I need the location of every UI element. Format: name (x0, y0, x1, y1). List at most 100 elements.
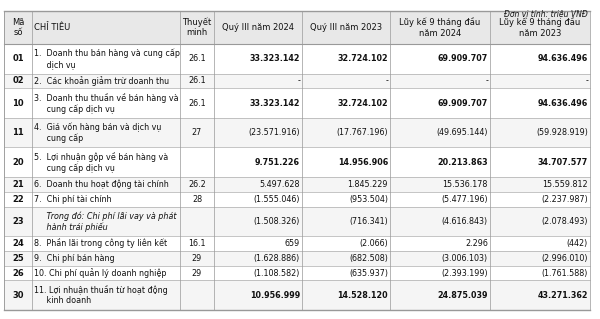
Text: (2.237.987): (2.237.987) (541, 195, 588, 204)
Text: 94.636.496: 94.636.496 (538, 99, 588, 108)
Text: 2.296: 2.296 (465, 239, 488, 248)
Bar (4, 74, 590, 88)
Text: (1.761.588): (1.761.588) (542, 269, 588, 278)
Bar (4, 11, 590, 44)
Text: 26.1: 26.1 (188, 54, 206, 63)
Text: (635.937): (635.937) (349, 269, 388, 278)
Text: 29: 29 (192, 254, 202, 263)
Text: (2.066): (2.066) (359, 239, 388, 248)
Text: 30: 30 (12, 291, 24, 300)
Text: 43.271.362: 43.271.362 (538, 291, 588, 300)
Text: 94.636.496: 94.636.496 (538, 54, 588, 63)
Text: Quý III năm 2024: Quý III năm 2024 (222, 23, 294, 32)
Text: (1.508.326): (1.508.326) (254, 217, 300, 226)
Bar (4, 280, 590, 310)
Text: 14.956.906: 14.956.906 (338, 158, 388, 167)
Text: Thuyết
minh: Thuyết minh (182, 18, 212, 37)
Text: (59.928.919): (59.928.919) (536, 128, 588, 137)
Text: -: - (485, 77, 488, 85)
Text: 32.724.102: 32.724.102 (337, 99, 388, 108)
Text: 27: 27 (192, 128, 202, 137)
Text: (2.393.199): (2.393.199) (442, 269, 488, 278)
Text: Quý III năm 2023: Quý III năm 2023 (310, 23, 382, 32)
Text: 7.  Chi phí tài chính: 7. Chi phí tài chính (34, 195, 112, 204)
Text: (4.616.843): (4.616.843) (442, 217, 488, 226)
Text: (682.508): (682.508) (349, 254, 388, 263)
Text: 11. Lợi nhuận thuần từ hoạt động
     kinh doanh: 11. Lợi nhuận thuần từ hoạt động kinh do… (34, 285, 168, 305)
Text: 15.536.178: 15.536.178 (443, 180, 488, 189)
Text: (1.628.886): (1.628.886) (254, 254, 300, 263)
Bar (4, 251, 590, 266)
Text: 20.213.863: 20.213.863 (437, 158, 488, 167)
Text: 5.497.628: 5.497.628 (260, 180, 300, 189)
Text: 11: 11 (12, 128, 24, 137)
Text: (442): (442) (567, 239, 588, 248)
Bar (4, 236, 590, 251)
Text: 23: 23 (12, 217, 24, 226)
Text: (5.477.196): (5.477.196) (442, 195, 488, 204)
Text: 24.875.039: 24.875.039 (437, 291, 488, 300)
Text: 16.1: 16.1 (188, 239, 206, 248)
Text: 29: 29 (192, 269, 202, 278)
Text: 8.  Phần lãi trong công ty liên kết: 8. Phần lãi trong công ty liên kết (34, 239, 167, 249)
Bar (4, 266, 590, 280)
Text: -: - (297, 77, 300, 85)
Text: 32.724.102: 32.724.102 (337, 54, 388, 63)
Text: (1.555.046): (1.555.046) (254, 195, 300, 204)
Text: 26.2: 26.2 (188, 180, 206, 189)
Text: 9.  Chi phí bán hàng: 9. Chi phí bán hàng (34, 254, 115, 263)
Text: (49.695.144): (49.695.144) (437, 128, 488, 137)
Bar (4, 44, 590, 74)
Text: 22: 22 (12, 195, 24, 204)
Text: 21: 21 (12, 180, 24, 189)
Text: 28: 28 (192, 195, 202, 204)
Text: 20: 20 (12, 158, 24, 167)
Text: (3.006.103): (3.006.103) (442, 254, 488, 263)
Text: Lũy kế 9 tháng đầu
năm 2023: Lũy kế 9 tháng đầu năm 2023 (499, 17, 581, 38)
Text: 14.528.120: 14.528.120 (337, 291, 388, 300)
Text: 33.323.142: 33.323.142 (250, 99, 300, 108)
Bar (4, 147, 590, 177)
Bar (4, 192, 590, 207)
Text: 2.  Các khoản giảm trừ doanh thu: 2. Các khoản giảm trừ doanh thu (34, 76, 169, 86)
Text: 26.1: 26.1 (188, 99, 206, 108)
Text: 25: 25 (12, 254, 24, 263)
Text: 1.  Doanh thu bán hàng và cung cấp
     dịch vụ: 1. Doanh thu bán hàng và cung cấp dịch v… (34, 49, 180, 69)
Text: 10: 10 (12, 99, 24, 108)
Text: 10.956.999: 10.956.999 (250, 291, 300, 300)
Text: Đơn vị tính: triệu VNĐ: Đơn vị tính: triệu VNĐ (504, 10, 588, 19)
Text: 4.  Giá vốn hàng bán và dịch vụ
     cung cấp: 4. Giá vốn hàng bán và dịch vụ cung cấp (34, 122, 161, 143)
Text: (1.108.582): (1.108.582) (254, 269, 300, 278)
Text: 24: 24 (12, 239, 24, 248)
Text: 9.751.226: 9.751.226 (255, 158, 300, 167)
Text: 69.909.707: 69.909.707 (438, 99, 488, 108)
Text: Lũy kế 9 tháng đầu
năm 2024: Lũy kế 9 tháng đầu năm 2024 (400, 17, 481, 38)
Text: 1.845.229: 1.845.229 (347, 180, 388, 189)
Text: -: - (585, 77, 588, 85)
Text: (2.078.493): (2.078.493) (542, 217, 588, 226)
Bar (4, 207, 590, 236)
Text: 10. Chi phí quản lý doanh nghiệp: 10. Chi phí quản lý doanh nghiệp (34, 268, 167, 278)
Text: 3.  Doanh thu thuần về bán hàng và
     cung cấp dịch vụ: 3. Doanh thu thuần về bán hàng và cung c… (34, 93, 179, 114)
Text: (23.571.916): (23.571.916) (248, 128, 300, 137)
Text: (716.341): (716.341) (349, 217, 388, 226)
Bar (4, 118, 590, 147)
Text: -: - (385, 77, 388, 85)
Text: Trong đó: Chi phí lãi vay và phát
     hành trái phiếu: Trong đó: Chi phí lãi vay và phát hành t… (34, 211, 176, 232)
Text: 26.1: 26.1 (188, 77, 206, 85)
Text: 659: 659 (285, 239, 300, 248)
Text: (2.996.010): (2.996.010) (542, 254, 588, 263)
Bar (4, 177, 590, 192)
Text: 26: 26 (12, 269, 24, 278)
Text: 15.559.812: 15.559.812 (542, 180, 588, 189)
Text: 69.909.707: 69.909.707 (438, 54, 488, 63)
Text: Mã
số: Mã số (12, 18, 24, 37)
Text: 33.323.142: 33.323.142 (250, 54, 300, 63)
Text: 01: 01 (12, 54, 24, 63)
Bar (4, 88, 590, 118)
Text: 6.  Doanh thu hoạt động tài chính: 6. Doanh thu hoạt động tài chính (34, 180, 169, 189)
Text: CHỈ TIÊU: CHỈ TIÊU (34, 23, 70, 32)
Text: 5.  Lợi nhuận gộp về bán hàng và
     cung cấp dịch vụ: 5. Lợi nhuận gộp về bán hàng và cung cấp… (34, 152, 168, 173)
Text: 02: 02 (12, 77, 24, 85)
Text: (953.504): (953.504) (349, 195, 388, 204)
